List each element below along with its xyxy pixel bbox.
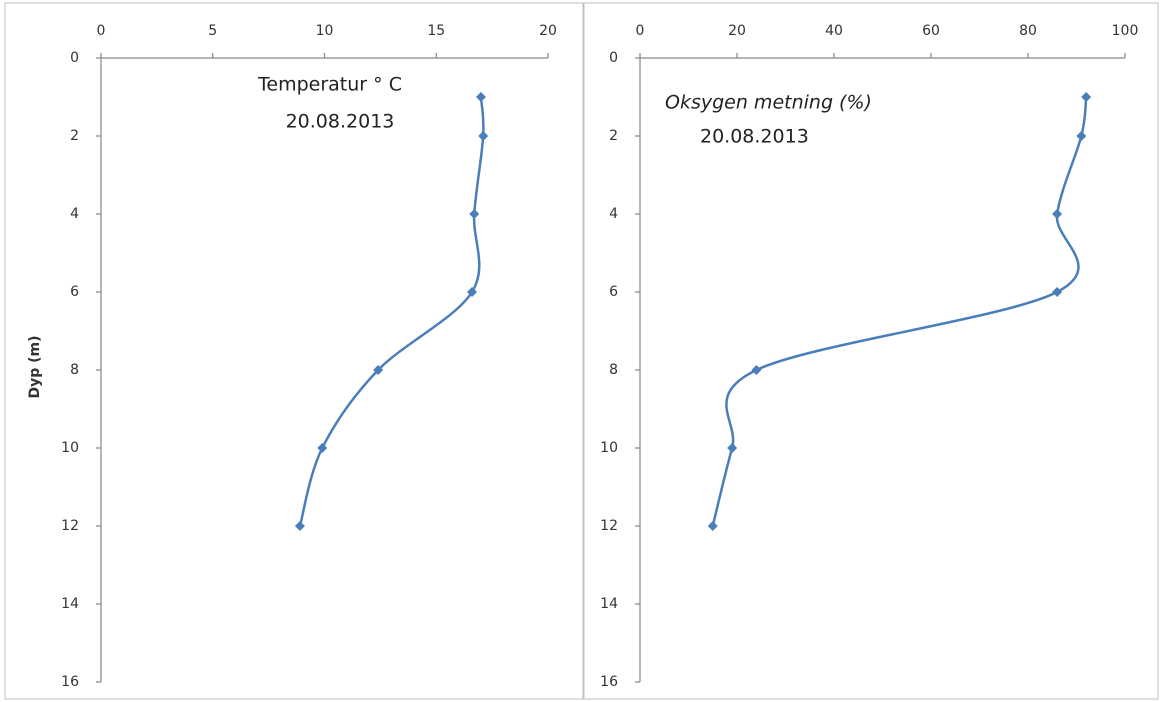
chart-subtitle: 20.08.2013 <box>700 126 809 148</box>
marker <box>707 521 718 531</box>
y-axis-label: Dyp (m) <box>27 335 43 398</box>
y-tick-label: 16 <box>61 674 79 690</box>
x-tick-label: 0 <box>97 23 106 39</box>
chart-frame <box>583 2 1159 700</box>
marker <box>467 287 478 297</box>
y-tick-label: 8 <box>609 362 618 378</box>
y-tick-label: 2 <box>609 128 618 144</box>
y-tick-label: 14 <box>61 596 79 612</box>
y-tick-label: 12 <box>600 518 618 534</box>
x-tick-label: 80 <box>1019 23 1037 39</box>
marker <box>751 365 762 375</box>
marker <box>317 443 328 453</box>
chart-frame <box>4 2 584 700</box>
y-tick-label: 2 <box>70 128 79 144</box>
x-tick-label: 0 <box>636 23 645 39</box>
x-tick-label: 40 <box>825 23 843 39</box>
y-tick-label: 14 <box>600 596 618 612</box>
marker <box>478 131 489 141</box>
y-tick-label: 6 <box>609 284 618 300</box>
y-tick-label: 10 <box>600 440 618 456</box>
y-tick-label: 8 <box>70 362 79 378</box>
x-tick-label: 5 <box>208 23 217 39</box>
y-tick-label: 10 <box>61 440 79 456</box>
y-tick-label: 16 <box>600 674 618 690</box>
marker <box>469 209 480 219</box>
y-tick-label: 6 <box>70 284 79 300</box>
x-tick-label: 10 <box>316 23 334 39</box>
marker <box>1076 131 1087 141</box>
marker <box>1081 92 1092 102</box>
x-tick-label: 60 <box>922 23 940 39</box>
y-tick-label: 4 <box>609 206 618 222</box>
chart-title: Temperatur ° C <box>257 74 402 96</box>
marker <box>1052 287 1063 297</box>
marker <box>1052 209 1063 219</box>
y-tick-label: 0 <box>70 50 79 66</box>
x-tick-label: 20 <box>539 23 557 39</box>
line <box>298 96 485 527</box>
chart-subtitle: 20.08.2013 <box>286 111 395 133</box>
marker <box>373 365 384 375</box>
marker <box>294 521 305 531</box>
x-tick-label: 100 <box>1112 23 1139 39</box>
y-tick-label: 4 <box>70 206 79 222</box>
x-tick-label: 15 <box>427 23 445 39</box>
line <box>711 96 1088 527</box>
y-tick-label: 12 <box>61 518 79 534</box>
y-tick-label: 0 <box>609 50 618 66</box>
chart-title: Oksygen metning (%) <box>665 92 872 114</box>
marker <box>727 443 738 453</box>
marker <box>475 92 486 102</box>
x-tick-label: 20 <box>728 23 746 39</box>
